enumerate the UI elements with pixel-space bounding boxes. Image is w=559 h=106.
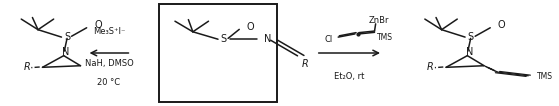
- Text: Me₃S⁺I⁻: Me₃S⁺I⁻: [93, 27, 125, 36]
- Text: TMS: TMS: [537, 72, 553, 81]
- Text: Et₂O, rt: Et₂O, rt: [334, 72, 364, 81]
- Text: O: O: [247, 22, 254, 32]
- Text: S: S: [221, 34, 226, 44]
- Text: N: N: [466, 47, 473, 57]
- Text: ZnBr: ZnBr: [369, 16, 389, 25]
- Text: R: R: [427, 62, 434, 72]
- Text: R: R: [23, 62, 30, 72]
- Text: NaH, DMSO: NaH, DMSO: [84, 59, 134, 68]
- Bar: [159, 4, 277, 102]
- Text: S: S: [468, 32, 473, 42]
- Text: R: R: [302, 59, 309, 69]
- Text: O: O: [94, 20, 102, 30]
- Text: S: S: [64, 32, 70, 42]
- Text: Cl: Cl: [324, 35, 333, 44]
- Text: N: N: [62, 47, 70, 57]
- Text: N: N: [263, 34, 271, 44]
- Text: O: O: [498, 20, 505, 30]
- Text: 20 °C: 20 °C: [97, 78, 121, 87]
- Text: TMS: TMS: [377, 33, 392, 42]
